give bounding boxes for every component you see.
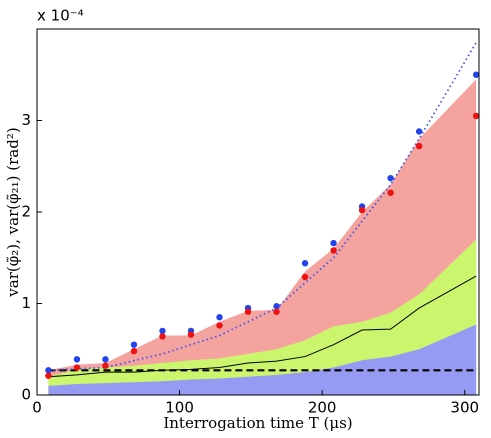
- x-tick-label: 200: [308, 399, 337, 417]
- point: [102, 356, 109, 363]
- y-tick-label: 3: [21, 111, 31, 129]
- point: [216, 314, 223, 321]
- x-tick-label: 100: [165, 399, 194, 417]
- point: [130, 347, 138, 355]
- y-axis-label: var(φ̃₂), var(φ̃₂₁) (rad²): [4, 127, 22, 297]
- y-tick-label: 1: [21, 294, 31, 312]
- point: [159, 333, 166, 340]
- point: [415, 128, 423, 135]
- point: [130, 341, 138, 348]
- point: [330, 247, 337, 254]
- point: [187, 331, 195, 338]
- point: [45, 367, 52, 374]
- x-tick-label: 300: [450, 399, 479, 417]
- area: [48, 239, 477, 395]
- point: [45, 372, 52, 379]
- point: [73, 364, 81, 371]
- point: [387, 174, 394, 182]
- x-axis-label: Interrogation time T (μs): [163, 414, 352, 432]
- point: [216, 322, 223, 329]
- point: [244, 308, 252, 315]
- area: [48, 79, 477, 395]
- point: [301, 260, 309, 267]
- point: [73, 356, 81, 363]
- point: [472, 71, 480, 78]
- point: [159, 327, 166, 335]
- y-multiplier: x 10⁻⁴: [37, 7, 84, 25]
- point: [102, 362, 109, 369]
- point: [301, 273, 309, 281]
- point: [330, 239, 337, 247]
- line: [48, 275, 477, 378]
- point: [387, 189, 394, 196]
- y-tick-label: 2: [21, 203, 31, 221]
- point: [273, 303, 280, 310]
- point: [358, 206, 366, 214]
- y-tick-label: 0: [21, 386, 31, 404]
- x-tick-label: 0: [32, 399, 42, 417]
- point: [273, 308, 280, 315]
- area: [48, 324, 477, 395]
- point: [415, 142, 423, 150]
- point: [472, 112, 480, 120]
